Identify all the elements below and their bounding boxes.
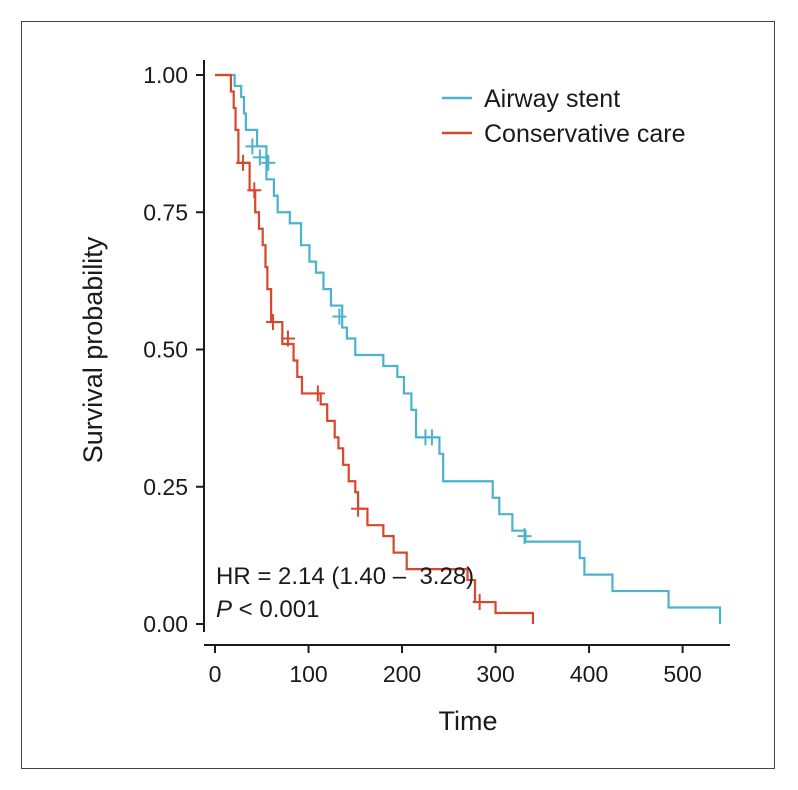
x-tick-label: 200 — [383, 661, 421, 687]
x-tick-label: 100 — [289, 661, 327, 687]
y-tick-label: 1.00 — [143, 62, 188, 88]
x-ticks: 0 100 200 300 400 500 — [209, 645, 702, 687]
y-tick-label: 0.00 — [143, 611, 188, 637]
censor-mark-airway-stent — [261, 154, 276, 171]
censor-mark-airway-stent — [424, 429, 439, 446]
x-tick-label: 500 — [663, 661, 701, 687]
y-ticks: 0.00 0.25 0.50 0.75 1.00 — [143, 62, 204, 637]
censor-mark-airway-stent — [332, 308, 347, 325]
censor-mark-conservative-care — [247, 182, 262, 199]
y-tick-label: 0.25 — [143, 474, 188, 500]
censor-mark-conservative-care — [265, 314, 280, 331]
x-tick-label: 300 — [476, 661, 514, 687]
y-axis-label: Survival probability — [78, 236, 108, 463]
censor-mark-airway-stent — [517, 528, 532, 545]
series-line-airway-stent — [215, 73, 722, 624]
y-tick-label: 0.50 — [143, 337, 188, 363]
series-layer — [215, 73, 722, 624]
censor-mark-conservative-care — [351, 500, 366, 517]
hazard-ratio-annotation: HR = 2.14 (1.40 – 3.28) — [216, 563, 474, 590]
legend-label-conservative-care: Conservative care — [484, 120, 685, 148]
censor-mark-airway-stent — [252, 149, 267, 166]
censor-mark-conservative-care — [236, 154, 251, 171]
p-value-text: < 0.001 — [232, 596, 319, 623]
censor-mark-conservative-care — [310, 385, 325, 402]
x-axis-label: Time — [439, 706, 498, 736]
x-tick-label: 400 — [570, 661, 608, 687]
censor-mark-conservative-care — [472, 594, 487, 611]
censor-mark-airway-stent — [245, 138, 260, 155]
p-value-annotation: P < 0.001 — [216, 596, 319, 623]
y-tick-label: 0.75 — [143, 199, 188, 225]
censor-mark-conservative-care — [280, 330, 295, 347]
legend-label-airway-stent: Airway stent — [484, 85, 620, 113]
x-tick-label: 0 — [209, 661, 222, 687]
legend: Airway stent Conservative care — [442, 85, 685, 148]
p-value-symbol: P — [216, 596, 232, 623]
